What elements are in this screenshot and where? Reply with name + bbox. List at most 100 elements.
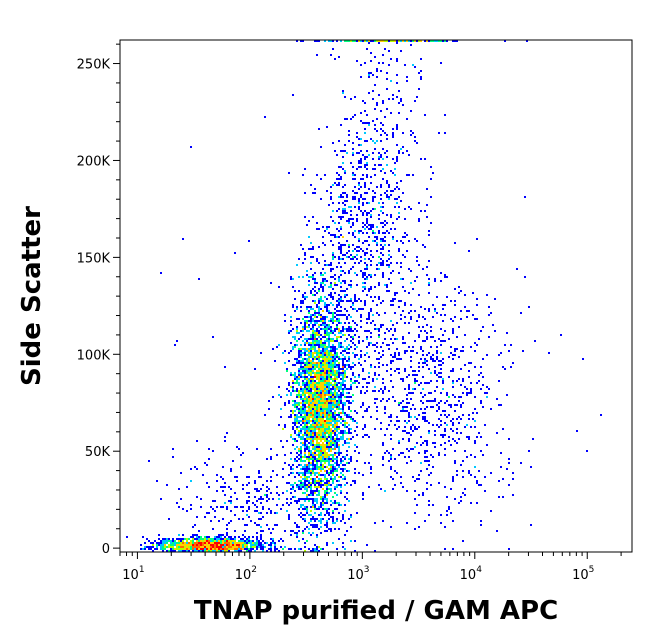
event-point: [334, 278, 336, 280]
event-point: [304, 368, 306, 370]
event-point: [348, 462, 350, 464]
event-point: [322, 376, 324, 378]
event-point: [328, 326, 330, 328]
event-point: [308, 280, 310, 282]
event-point: [332, 368, 334, 370]
event-point: [336, 502, 338, 504]
event-point: [316, 482, 318, 484]
event-point: [398, 212, 400, 214]
event-point: [476, 238, 478, 240]
event-point: [326, 494, 328, 496]
event-point: [340, 298, 342, 300]
event-point: [388, 232, 390, 234]
event-point: [230, 544, 232, 546]
event-point: [324, 416, 326, 418]
event-point: [288, 382, 290, 384]
event-point: [304, 320, 306, 322]
event-point: [366, 382, 368, 384]
event-point: [424, 416, 426, 418]
event-point: [362, 474, 364, 476]
event-point: [276, 474, 278, 476]
event-point: [436, 404, 438, 406]
event-point: [292, 304, 294, 306]
event-point: [398, 352, 400, 354]
event-point: [356, 460, 358, 462]
event-point: [418, 88, 420, 90]
event-point: [232, 540, 234, 542]
event-point: [452, 354, 454, 356]
event-point: [272, 470, 274, 472]
event-point: [346, 364, 348, 366]
event-point: [340, 290, 342, 292]
event-point: [286, 370, 288, 372]
event-point: [368, 154, 370, 156]
event-point: [334, 334, 336, 336]
event-point: [408, 456, 410, 458]
event-point: [304, 394, 306, 396]
x-axis: 101 102 103 104 105: [119, 552, 622, 583]
event-point: [350, 214, 352, 216]
event-point: [344, 322, 346, 324]
event-point: [304, 374, 306, 376]
event-point: [304, 498, 306, 500]
event-point: [350, 286, 352, 288]
event-point: [364, 258, 366, 260]
event-point: [340, 322, 342, 324]
event-point: [318, 404, 320, 406]
event-point: [224, 538, 226, 540]
event-point: [318, 306, 320, 308]
event-point: [234, 538, 236, 540]
event-point: [252, 548, 254, 550]
event-point: [350, 254, 352, 256]
event-point: [306, 360, 308, 362]
event-point: [316, 466, 318, 468]
event-point: [346, 348, 348, 350]
event-point: [338, 346, 340, 348]
event-point: [322, 496, 324, 498]
event-point: [344, 350, 346, 352]
event-point: [222, 540, 224, 542]
event-point: [378, 362, 380, 364]
event-point: [412, 392, 414, 394]
event-point: [414, 416, 416, 418]
event-point: [310, 408, 312, 410]
event-point: [230, 540, 232, 542]
event-point: [344, 294, 346, 296]
event-point: [288, 330, 290, 332]
event-point: [322, 448, 324, 450]
event-point: [360, 160, 362, 162]
event-point: [294, 390, 296, 392]
event-point: [344, 414, 346, 416]
event-point: [364, 182, 366, 184]
event-point: [308, 408, 310, 410]
event-point: [460, 500, 462, 502]
event-point: [322, 360, 324, 362]
event-point: [328, 358, 330, 360]
event-point: [246, 538, 248, 540]
event-point: [418, 314, 420, 316]
event-point: [318, 336, 320, 338]
event-point: [472, 412, 474, 414]
event-point: [464, 494, 466, 496]
event-point: [426, 450, 428, 452]
event-point: [426, 188, 428, 190]
event-point: [342, 418, 344, 420]
event-point: [314, 438, 316, 440]
event-point: [330, 406, 332, 408]
event-point: [304, 452, 306, 454]
event-point: [308, 476, 310, 478]
event-point: [350, 206, 352, 208]
event-point: [208, 548, 210, 550]
event-point: [382, 206, 384, 208]
event-point: [212, 544, 214, 546]
event-point: [284, 314, 286, 316]
event-point: [304, 402, 306, 404]
event-point: [380, 170, 382, 172]
event-point: [312, 348, 314, 350]
event-point: [302, 362, 304, 364]
event-point: [498, 496, 500, 498]
event-point: [414, 480, 416, 482]
event-point: [334, 382, 336, 384]
event-point: [318, 368, 320, 370]
event-point: [242, 488, 244, 490]
